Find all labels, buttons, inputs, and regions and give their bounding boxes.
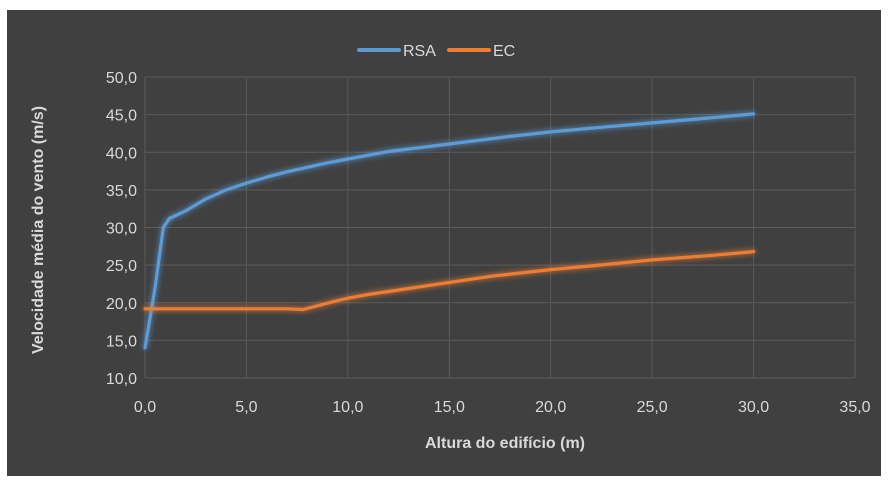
y-tick-label: 10,0 (106, 371, 137, 388)
x-tick-label: 35,0 (839, 399, 870, 416)
y-axis-title: Velocidade média do vento (m/s) (30, 106, 47, 354)
legend: RSA EC (357, 43, 515, 60)
y-tick-label: 35,0 (106, 183, 137, 200)
x-tick-label: 10,0 (332, 399, 363, 416)
x-tick-label: 5,0 (235, 399, 257, 416)
x-tick-label: 15,0 (434, 399, 465, 416)
gridlines (144, 76, 856, 379)
series-lines (143, 112, 756, 350)
x-tick-label: 0,0 (134, 399, 156, 416)
y-tick-label: 40,0 (106, 145, 137, 162)
legend-label-ec: EC (493, 43, 515, 60)
y-tick-label: 45,0 (106, 108, 137, 125)
series-line-rsa (143, 112, 756, 350)
x-tick-label: 20,0 (535, 399, 566, 416)
line-chart: 0,0 5,0 10,0 15,0 20,0 25,0 30,0 35,0 10,0 15,0 2… (30, 43, 871, 452)
chart-area: 0,0 5,0 10,0 15,0 20,0 25,0 30,0 35,0 10,0 15,0 2… (7, 10, 881, 476)
x-tick-label: 30,0 (738, 399, 769, 416)
y-tick-label: 30,0 (106, 221, 137, 238)
x-tick-label: 25,0 (637, 399, 668, 416)
legend-label-rsa: RSA (403, 43, 436, 60)
y-tick-label: 25,0 (106, 258, 137, 275)
y-tick-label: 15,0 (106, 333, 137, 350)
y-axis-ticks: 10,0 15,0 20,0 25,0 30,0 35,0 40,0 45,0 50,0 (106, 70, 137, 388)
x-axis-ticks: 0,0 5,0 10,0 15,0 20,0 25,0 30,0 35,0 (134, 399, 871, 416)
x-axis-title: Altura do edifício (m) (425, 435, 585, 452)
y-tick-label: 20,0 (106, 296, 137, 313)
series-line-ec (143, 250, 756, 312)
y-tick-label: 50,0 (106, 70, 137, 87)
